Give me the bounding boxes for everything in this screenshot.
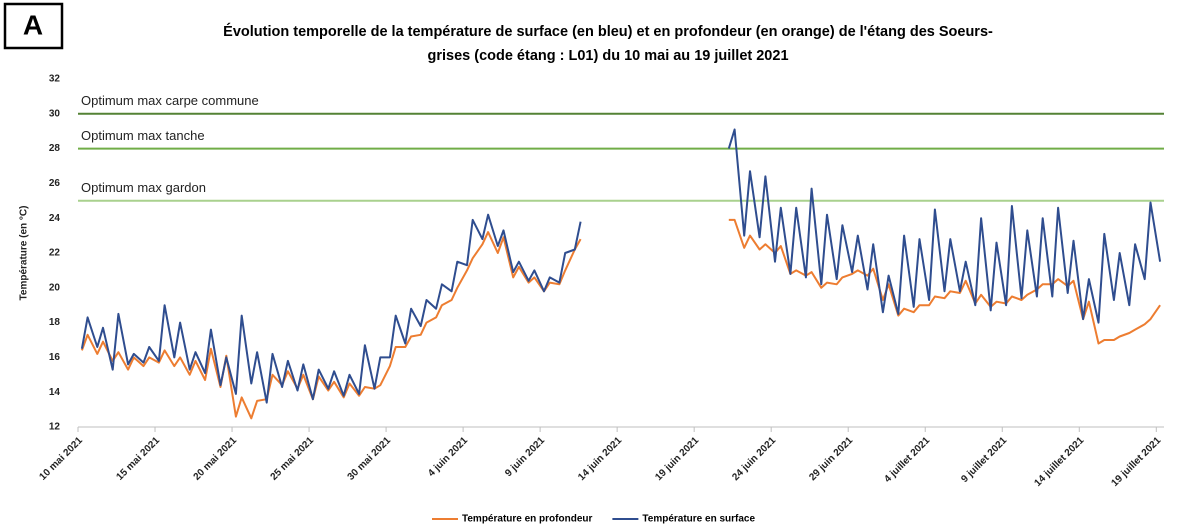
x-tick-label: 4 juin 2021 [426,435,470,479]
y-tick-label: 30 [49,108,61,119]
y-tick-label: 18 [49,317,61,328]
legend-label: Température en profondeur [462,514,592,525]
x-tick-label: 19 juin 2021 [653,435,701,483]
y-tick-label: 12 [49,422,61,433]
y-tick-label: 24 [49,213,61,224]
x-tick-label: 29 juin 2021 [807,435,855,483]
y-tick-label: 22 [49,248,61,259]
reference-label: Optimum max tanche [81,128,205,143]
y-tick-label: 28 [49,143,61,154]
x-tick-label: 24 juin 2021 [730,435,778,483]
reference-label: Optimum max carpe commune [81,93,259,108]
x-tick-label: 10 mai 2021 [37,435,85,483]
y-tick-label: 32 [49,74,61,85]
chart-title: grises (code étang : L01) du 10 mai au 1… [427,48,788,64]
y-axis-label: Température (en °C) [19,206,30,301]
legend-label: Température en surface [642,514,755,525]
reference-label: Optimum max gardon [81,180,206,195]
x-tick-label: 9 juin 2021 [503,435,547,479]
x-tick-label: 25 mai 2021 [269,435,317,483]
y-tick-label: 16 [49,352,61,363]
line-series [80,128,1162,404]
y-tick-label: 26 [49,178,61,189]
x-tick-label: 19 juillet 2021 [1110,435,1164,489]
x-tick-label: 4 juillet 2021 [882,435,932,485]
line-series [80,218,1161,420]
panel-label: A [23,9,43,40]
y-tick-label: 20 [49,282,61,293]
x-tick-label: 9 juillet 2021 [959,435,1009,485]
x-tick-label: 20 mai 2021 [192,435,240,483]
x-tick-label: 14 juillet 2021 [1032,435,1086,489]
x-tick-label: 30 mai 2021 [346,435,394,483]
x-tick-label: 14 juin 2021 [576,435,624,483]
y-tick-label: 14 [49,387,61,398]
x-tick-label: 15 mai 2021 [115,435,163,483]
panel-box [3,2,64,50]
chart-title: Évolution temporelle de la température d… [223,23,993,40]
